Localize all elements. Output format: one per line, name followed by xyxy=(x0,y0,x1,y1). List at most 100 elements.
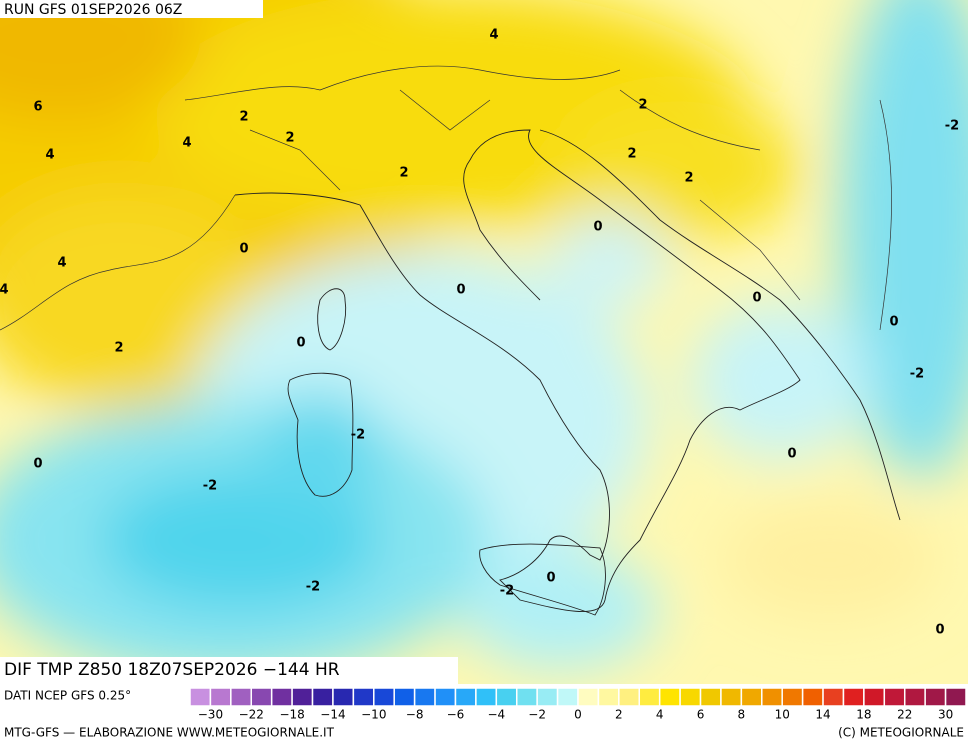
legend-swatch xyxy=(536,687,559,707)
legend-label: 6 xyxy=(697,708,705,722)
legend-label: 10 xyxy=(775,708,790,722)
legend-swatch xyxy=(189,687,212,707)
legend-label: −2 xyxy=(528,708,546,722)
legend-swatch xyxy=(556,687,579,707)
legend-label: 0 xyxy=(574,708,582,722)
contour-label: 0 xyxy=(889,315,898,330)
contour-label: 4 xyxy=(45,148,54,163)
legend-swatch xyxy=(658,687,681,707)
header-box xyxy=(0,0,263,18)
legend-swatch xyxy=(373,687,395,707)
contour-label: -2 xyxy=(910,367,924,382)
contour-label: 2 xyxy=(239,110,248,125)
contour-labels: 4 6 2 2 4 4 2 2 2 2 -2 0 0 4 4 0 0 0 2 0 -2 -2 0 0 -2 0 -2 -2 0 xyxy=(0,28,959,638)
legend-swatch xyxy=(454,687,477,707)
legend-swatch xyxy=(903,687,926,707)
legend-label: −14 xyxy=(320,708,345,722)
legend-swatch xyxy=(495,687,518,707)
legend-swatch xyxy=(720,687,743,707)
footer-left: MTG-GFS — ELABORAZIONE WWW.METEOGIORNALE… xyxy=(4,726,335,740)
legend-swatch xyxy=(291,687,314,707)
legend-label: −4 xyxy=(487,708,505,722)
legend-swatch xyxy=(209,687,232,707)
footer-right: (C) METEOGIORNALE xyxy=(838,726,964,740)
legend-label: −18 xyxy=(279,708,304,722)
contour-label: 0 xyxy=(296,336,305,351)
run-title: RUN GFS 01SEP2026 06Z xyxy=(4,2,182,18)
legend-swatch xyxy=(250,687,273,707)
legend-swatch xyxy=(577,687,600,707)
legend-label: 2 xyxy=(615,708,623,722)
contour-label: 2 xyxy=(627,147,636,162)
legend-swatch xyxy=(761,687,783,707)
legend-label: −6 xyxy=(447,708,465,722)
balkan-coast xyxy=(539,129,901,521)
contour-label: 6 xyxy=(33,100,42,115)
contour-label: 2 xyxy=(638,98,647,113)
contour-label: 0 xyxy=(546,571,555,586)
color-legend: −30 −22 −18 −14 −10 −8 −6 −4 −2 0 2 4 6 8 10 14 18 22 30 xyxy=(189,687,967,722)
contour-label: -2 xyxy=(351,428,365,443)
legend-swatch xyxy=(842,687,865,707)
contour-label: -2 xyxy=(306,580,320,595)
legend-swatch xyxy=(230,687,253,707)
coastline xyxy=(234,129,801,612)
legend-swatch xyxy=(393,687,416,707)
borders xyxy=(0,65,892,331)
legend-swatch xyxy=(434,687,457,707)
contour-label: 2 xyxy=(114,341,123,356)
legend-swatch xyxy=(801,687,824,707)
contour-label: -2 xyxy=(203,479,217,494)
contour-label: 2 xyxy=(684,171,693,186)
legend-swatch xyxy=(679,687,702,707)
legend-swatch xyxy=(597,687,620,707)
legend-swatch xyxy=(781,687,804,707)
legend-swatch xyxy=(944,687,967,707)
contour-label: 0 xyxy=(239,242,248,257)
field-title: DIF TMP Z850 18Z07SEP2026 −144 HR xyxy=(4,660,340,680)
legend-swatch xyxy=(863,687,886,707)
legend-label: 14 xyxy=(815,708,830,722)
contour-label: 2 xyxy=(399,166,408,181)
contour-label: 4 xyxy=(489,28,498,43)
legend-label: −22 xyxy=(239,708,264,722)
legend-label: 18 xyxy=(856,708,871,722)
legend-swatch xyxy=(413,687,436,707)
legend-swatch xyxy=(618,687,641,707)
legend-swatch xyxy=(332,687,355,707)
legend-label: 8 xyxy=(738,708,746,722)
contour-label: 0 xyxy=(33,457,42,472)
field-box xyxy=(0,657,458,684)
legend-swatch xyxy=(475,687,498,707)
legend-label: 4 xyxy=(656,708,664,722)
legend-label: −10 xyxy=(361,708,386,722)
contour-label: 4 xyxy=(182,136,191,151)
contour-label: 0 xyxy=(456,283,465,298)
contour-label: 0 xyxy=(752,291,761,306)
legend-label: 22 xyxy=(897,708,912,722)
corsica xyxy=(317,288,347,351)
legend-swatch xyxy=(924,687,947,707)
sardinia xyxy=(287,372,354,497)
contour-label: 4 xyxy=(57,256,66,271)
legend-swatch xyxy=(638,687,661,707)
contour-label: 4 xyxy=(0,283,9,298)
legend-swatch xyxy=(740,687,763,707)
legend-swatch xyxy=(883,687,906,707)
legend-label: −30 xyxy=(198,708,223,722)
contour-label: 0 xyxy=(935,623,944,638)
contour-label: 0 xyxy=(787,447,796,462)
legend-swatch xyxy=(311,687,334,707)
data-source: DATI NCEP GFS 0.25° xyxy=(4,689,131,703)
map-field xyxy=(0,0,968,684)
legend-label: −8 xyxy=(406,708,424,722)
legend-swatch xyxy=(515,687,538,707)
legend-swatch xyxy=(822,687,845,707)
legend-swatch xyxy=(352,687,375,707)
contour-label: 0 xyxy=(593,220,602,235)
contour-label: -2 xyxy=(945,119,959,134)
contour-label: -2 xyxy=(500,584,514,599)
contour-label: 2 xyxy=(285,131,294,146)
legend-swatch xyxy=(699,687,722,707)
